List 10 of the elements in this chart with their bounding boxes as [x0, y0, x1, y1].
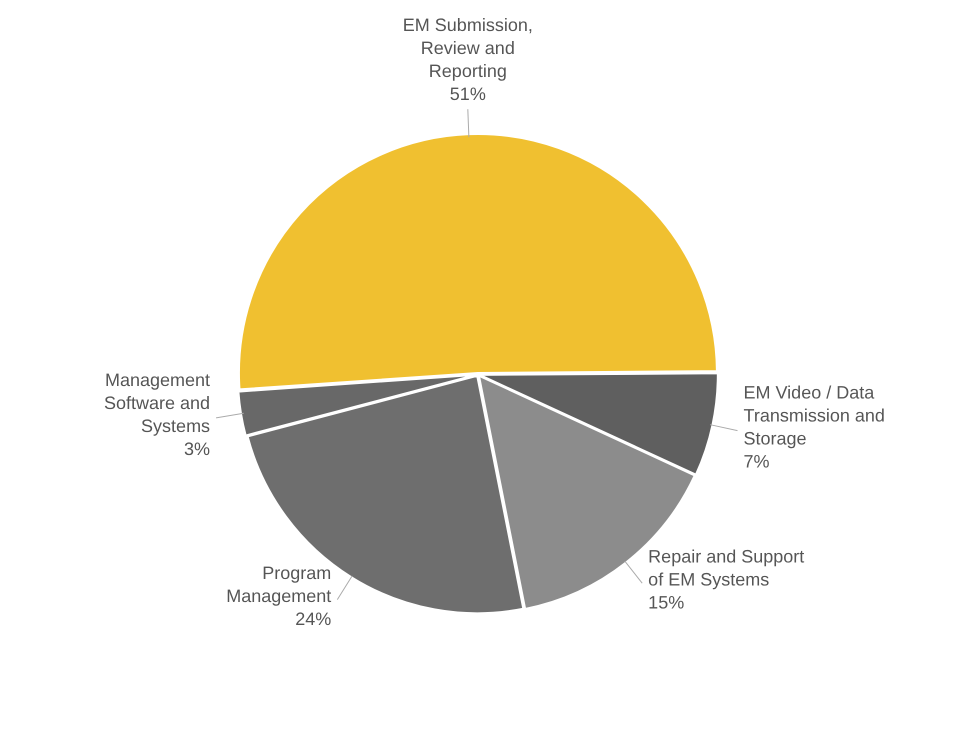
data-label: 3% — [184, 438, 210, 459]
slice-label: Repair and Support of EM Systems — [648, 546, 804, 590]
slice-label: EM Submission, Review and Reporting — [402, 15, 533, 82]
data-label: 51% — [450, 84, 486, 104]
slice-label: Management Software and Systems — [104, 370, 210, 436]
data-label: 24% — [295, 609, 332, 630]
slice-label: Program Management — [226, 563, 332, 606]
slice-label: EM Video / Data Transmission and Storage — [744, 382, 885, 449]
data-label: 15% — [648, 592, 684, 613]
data-label: 7% — [744, 452, 770, 472]
